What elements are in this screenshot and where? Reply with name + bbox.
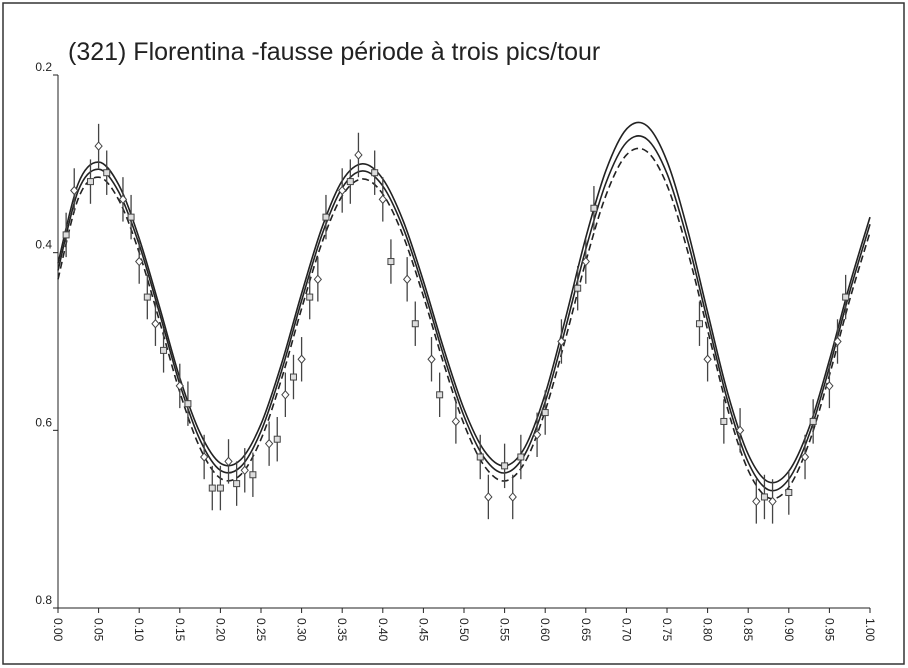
data-point xyxy=(508,492,517,502)
x-tick-label: 0.15 xyxy=(173,618,187,642)
data-point xyxy=(501,462,509,470)
x-tick-label: 0.20 xyxy=(213,618,227,642)
x-tick-label: 0.55 xyxy=(498,618,512,642)
data-point xyxy=(451,416,461,427)
x-tick-label: 0.65 xyxy=(579,618,593,642)
data-point xyxy=(703,354,712,365)
y-tick-label: 0.6 xyxy=(35,415,52,429)
data-point xyxy=(306,293,314,301)
data-point xyxy=(297,354,306,365)
x-tick-label: 0.45 xyxy=(416,618,430,642)
data-point xyxy=(800,452,810,462)
data-point xyxy=(436,391,444,399)
y-tick-label: 0.2 xyxy=(35,60,52,74)
data-point xyxy=(199,452,209,462)
data-point xyxy=(135,256,144,267)
data-point xyxy=(233,480,241,488)
data-point xyxy=(785,489,793,497)
data-point xyxy=(378,194,387,205)
x-tick-label: 0.35 xyxy=(335,618,349,642)
data-point xyxy=(411,320,419,328)
data-point xyxy=(590,204,598,212)
data-point xyxy=(289,373,297,381)
data-point xyxy=(532,430,542,440)
x-tick-label: 0.85 xyxy=(741,618,755,642)
data-point xyxy=(273,435,281,443)
x-tick-label: 0.30 xyxy=(295,618,309,642)
data-point xyxy=(346,178,354,186)
data-point xyxy=(752,496,761,507)
data-point xyxy=(720,417,728,425)
x-tick-label: 0.95 xyxy=(822,618,836,642)
data-point xyxy=(517,453,525,461)
data-point xyxy=(557,336,566,347)
data-point xyxy=(127,213,135,221)
data-point xyxy=(833,336,842,347)
data-point xyxy=(62,231,70,239)
data-point xyxy=(322,213,330,221)
data-point xyxy=(208,484,216,492)
data-point xyxy=(484,492,493,502)
data-point xyxy=(768,496,777,507)
chart-title: (321) Florentina -fausse période à trois… xyxy=(68,38,600,66)
data-point xyxy=(574,284,582,292)
y-tick-label: 0.4 xyxy=(35,238,52,252)
x-tick-label: 0.50 xyxy=(457,618,471,642)
data-point xyxy=(541,409,549,417)
model-curve xyxy=(57,135,871,492)
data-point xyxy=(809,417,817,425)
data-point xyxy=(224,456,233,467)
x-tick-label: 0.10 xyxy=(132,618,146,642)
data-point xyxy=(240,465,249,476)
x-tick-label: 0.80 xyxy=(701,618,715,642)
data-point xyxy=(103,169,111,177)
model-curve xyxy=(57,121,871,484)
data-point xyxy=(94,141,103,151)
data-point xyxy=(581,256,590,267)
data-point xyxy=(354,150,363,160)
data-point xyxy=(825,381,834,391)
x-tick-label: 0.75 xyxy=(660,618,674,642)
data-point xyxy=(184,400,192,408)
data-point xyxy=(427,354,436,365)
data-point xyxy=(151,318,160,329)
data-point xyxy=(118,194,128,205)
data-point xyxy=(264,438,274,449)
model-curve xyxy=(57,147,871,500)
data-point xyxy=(387,258,395,266)
x-tick-label: 0.70 xyxy=(619,618,633,642)
data-point xyxy=(281,390,290,400)
data-point xyxy=(760,493,768,501)
data-point xyxy=(86,178,94,186)
data-point xyxy=(160,346,168,354)
x-tick-label: 0.40 xyxy=(376,618,390,642)
data-point xyxy=(216,484,224,492)
x-tick-label: 0.00 xyxy=(51,618,65,642)
data-point xyxy=(371,169,379,177)
data-point xyxy=(313,274,323,285)
data-point xyxy=(70,185,79,196)
data-point xyxy=(842,293,850,301)
data-point xyxy=(249,471,257,479)
x-tick-label: 0.60 xyxy=(538,618,552,642)
x-tick-label: 0.90 xyxy=(782,618,796,642)
data-point xyxy=(402,274,412,285)
data-point xyxy=(695,320,703,328)
x-tick-label: 0.05 xyxy=(92,618,106,642)
data-point xyxy=(143,293,151,301)
data-point xyxy=(175,381,184,391)
y-tick-label: 0.8 xyxy=(35,593,52,607)
data-point xyxy=(476,453,484,461)
data-point xyxy=(735,425,745,436)
x-tick-label: 1.00 xyxy=(863,618,877,642)
data-point xyxy=(338,185,347,196)
x-tick-label: 0.25 xyxy=(254,618,268,642)
